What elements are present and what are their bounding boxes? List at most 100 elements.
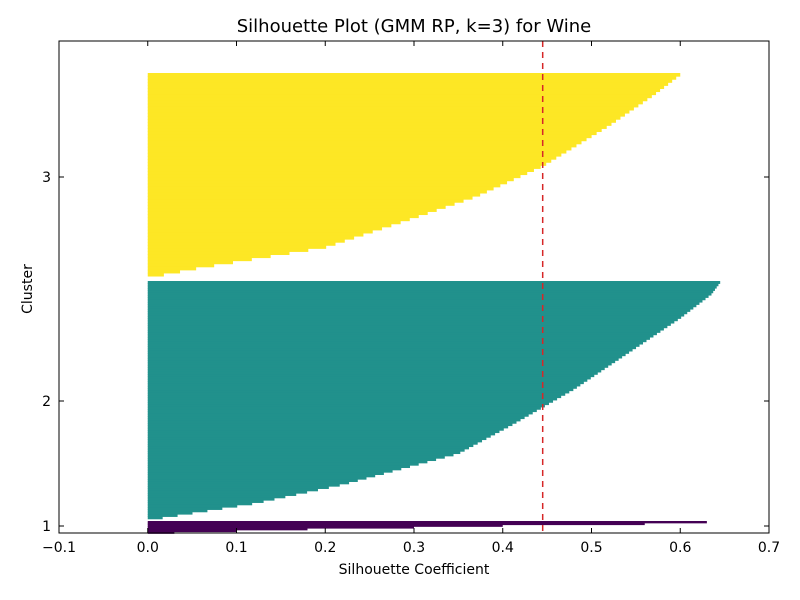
y-tick-label: 2 (42, 394, 51, 410)
silhouette-bar-cluster-3 (147, 116, 621, 120)
silhouette-bar-cluster-3 (147, 211, 428, 216)
silhouette-bar-cluster-2 (147, 453, 454, 457)
silhouette-bar-cluster-3 (147, 186, 494, 191)
silhouette-bar-cluster-3 (147, 260, 234, 265)
silhouette-bar-cluster-3 (147, 125, 607, 129)
silhouette-bar-cluster-3 (147, 242, 336, 246)
silhouette-bar-cluster-1 (147, 528, 308, 531)
silhouette-bar-cluster-3 (147, 251, 290, 256)
silhouette-bar-cluster-2 (147, 334, 654, 338)
silhouette-bar-cluster-3 (147, 140, 582, 145)
silhouette-bar-cluster-3 (147, 195, 473, 200)
silhouette-bar-cluster-2 (147, 336, 650, 340)
silhouette-bar-cluster-3 (147, 266, 197, 271)
silhouette-bar-cluster-2 (147, 448, 465, 452)
silhouette-bar-cluster-3 (147, 205, 446, 209)
silhouette-bar-cluster-2 (147, 479, 358, 482)
silhouette-bar-cluster-3 (147, 269, 181, 274)
silhouette-bar-cluster-3 (147, 152, 562, 157)
silhouette-bar-cluster-2 (147, 343, 640, 347)
silhouette-bar-cluster-2 (147, 502, 253, 506)
silhouette-bar-cluster-2 (147, 504, 238, 508)
silhouette-bar-cluster-2 (147, 304, 697, 308)
y-tick-label: 3 (42, 170, 51, 186)
silhouette-bar-cluster-2 (147, 430, 500, 434)
silhouette-bar-cluster-2 (147, 367, 605, 371)
silhouette-bar-cluster-3 (147, 254, 271, 259)
silhouette-bar-cluster-3 (147, 82, 669, 86)
silhouette-bar-cluster-2 (147, 329, 661, 333)
silhouette-bar-cluster-2 (147, 287, 715, 291)
silhouette-bar-cluster-2 (147, 509, 208, 513)
silhouette-bar-cluster-2 (147, 397, 558, 401)
x-tick-label: 0.0 (137, 540, 159, 556)
silhouette-bar-cluster-2 (147, 392, 566, 396)
silhouette-bar-cluster-3 (147, 91, 657, 96)
silhouette-bar-cluster-3 (147, 149, 567, 154)
silhouette-bar-cluster-3 (147, 174, 521, 179)
silhouette-bar-cluster-2 (147, 388, 574, 392)
silhouette-bar-cluster-3 (147, 137, 587, 142)
silhouette-bar-cluster-3 (147, 100, 643, 105)
silhouette-bar-cluster-3 (147, 131, 597, 136)
silhouette-bar-cluster-2 (147, 292, 712, 296)
silhouette-bar-cluster-1 (147, 526, 414, 529)
silhouette-bar-cluster-2 (147, 455, 445, 459)
x-tick-label: 0.6 (669, 540, 691, 556)
silhouette-bar-cluster-3 (147, 103, 639, 108)
silhouette-bar-cluster-3 (147, 180, 508, 185)
silhouette-bar-cluster-3 (147, 165, 541, 169)
silhouette-bar-cluster-2 (147, 472, 384, 475)
silhouette-bar-cluster-2 (147, 511, 193, 515)
silhouette-bar-cluster-3 (147, 79, 673, 83)
silhouette-bar-cluster-2 (147, 364, 609, 368)
silhouette-bar-cluster-2 (147, 327, 664, 331)
silhouette-bar-cluster-3 (147, 94, 652, 99)
silhouette-bar-cluster-2 (147, 488, 318, 492)
silhouette-bar-cluster-3 (147, 85, 665, 89)
x-tick-label: 0.4 (492, 540, 514, 556)
x-tick-label: 0.2 (314, 540, 336, 556)
silhouette-bar-cluster-3 (147, 272, 164, 277)
x-tick-label: 0.3 (403, 540, 425, 556)
x-tick-label: 0.1 (225, 540, 247, 556)
silhouette-bar-cluster-2 (147, 308, 691, 312)
silhouette-bar-cluster-3 (147, 143, 577, 148)
silhouette-bar-cluster-2 (147, 507, 223, 510)
silhouette-bar-cluster-3 (147, 229, 373, 234)
silhouette-bar-cluster-2 (147, 500, 264, 503)
silhouette-bar-cluster-2 (147, 332, 657, 336)
x-tick-label: 0.7 (758, 540, 780, 556)
silhouette-bar-cluster-2 (147, 385, 577, 389)
silhouette-bar-cluster-2 (147, 434, 491, 438)
silhouette-bar-cluster-2 (147, 281, 721, 284)
silhouette-bar-cluster-2 (147, 320, 675, 324)
silhouette-bar-cluster-2 (147, 516, 163, 520)
silhouette-bar-cluster-3 (147, 177, 514, 182)
silhouette-bar-cluster-3 (147, 226, 383, 231)
x-axis-label: Silhouette Coefficient (339, 562, 490, 578)
silhouette-bar-cluster-2 (147, 350, 630, 354)
silhouette-bar-cluster-2 (147, 285, 717, 289)
silhouette-bar-cluster-2 (147, 495, 286, 499)
silhouette-bar-cluster-2 (147, 297, 706, 301)
silhouette-bar-cluster-2 (147, 371, 598, 375)
silhouette-bar-cluster-2 (147, 476, 367, 480)
silhouette-bar-cluster-2 (147, 420, 517, 424)
silhouette-bar-cluster-3 (147, 183, 501, 188)
x-axis-ticks: −0.1 0.0 0.1 0.2 0.3 0.4 0.5 0.6 0.7 (42, 41, 780, 556)
silhouette-bar-cluster-2 (147, 416, 525, 420)
silhouette-bar-cluster-2 (147, 348, 633, 352)
silhouette-bar-cluster-2 (147, 402, 549, 406)
silhouette-bar-cluster-3 (147, 257, 252, 262)
silhouette-bar-cluster-2 (147, 451, 461, 455)
silhouette-bar-cluster-2 (147, 418, 521, 422)
y-tick-label: 1 (42, 519, 51, 535)
silhouette-bar-cluster-3 (147, 119, 616, 123)
silhouette-bar-cluster-2 (147, 353, 626, 357)
silhouette-bar-cluster-2 (147, 322, 671, 326)
silhouette-bar-cluster-3 (147, 189, 487, 194)
silhouette-bar-cluster-3 (147, 97, 648, 102)
silhouette-bar-cluster-2 (147, 441, 478, 445)
